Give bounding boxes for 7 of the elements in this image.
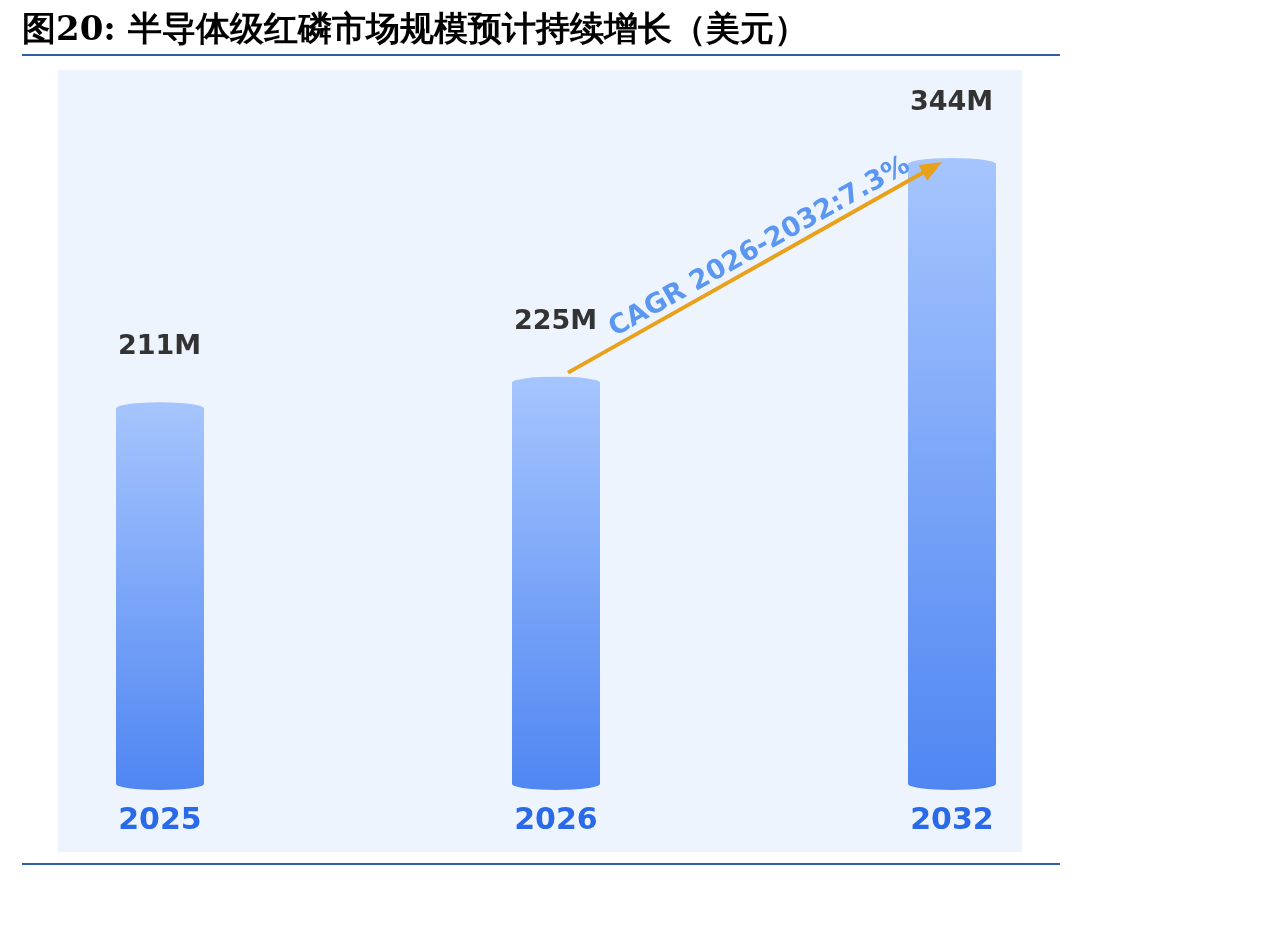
x-tick-label: 2026: [514, 801, 598, 836]
chart-title: 图20: 半导体级红磷市场规模预计持续增长（美元）: [22, 8, 808, 48]
x-tick-label: 2032: [910, 801, 994, 836]
data-label: 211M: [118, 329, 202, 361]
x-tick-label: 2025: [118, 801, 202, 836]
data-label: 225M: [514, 303, 598, 335]
data-label: 344M: [910, 85, 994, 116]
